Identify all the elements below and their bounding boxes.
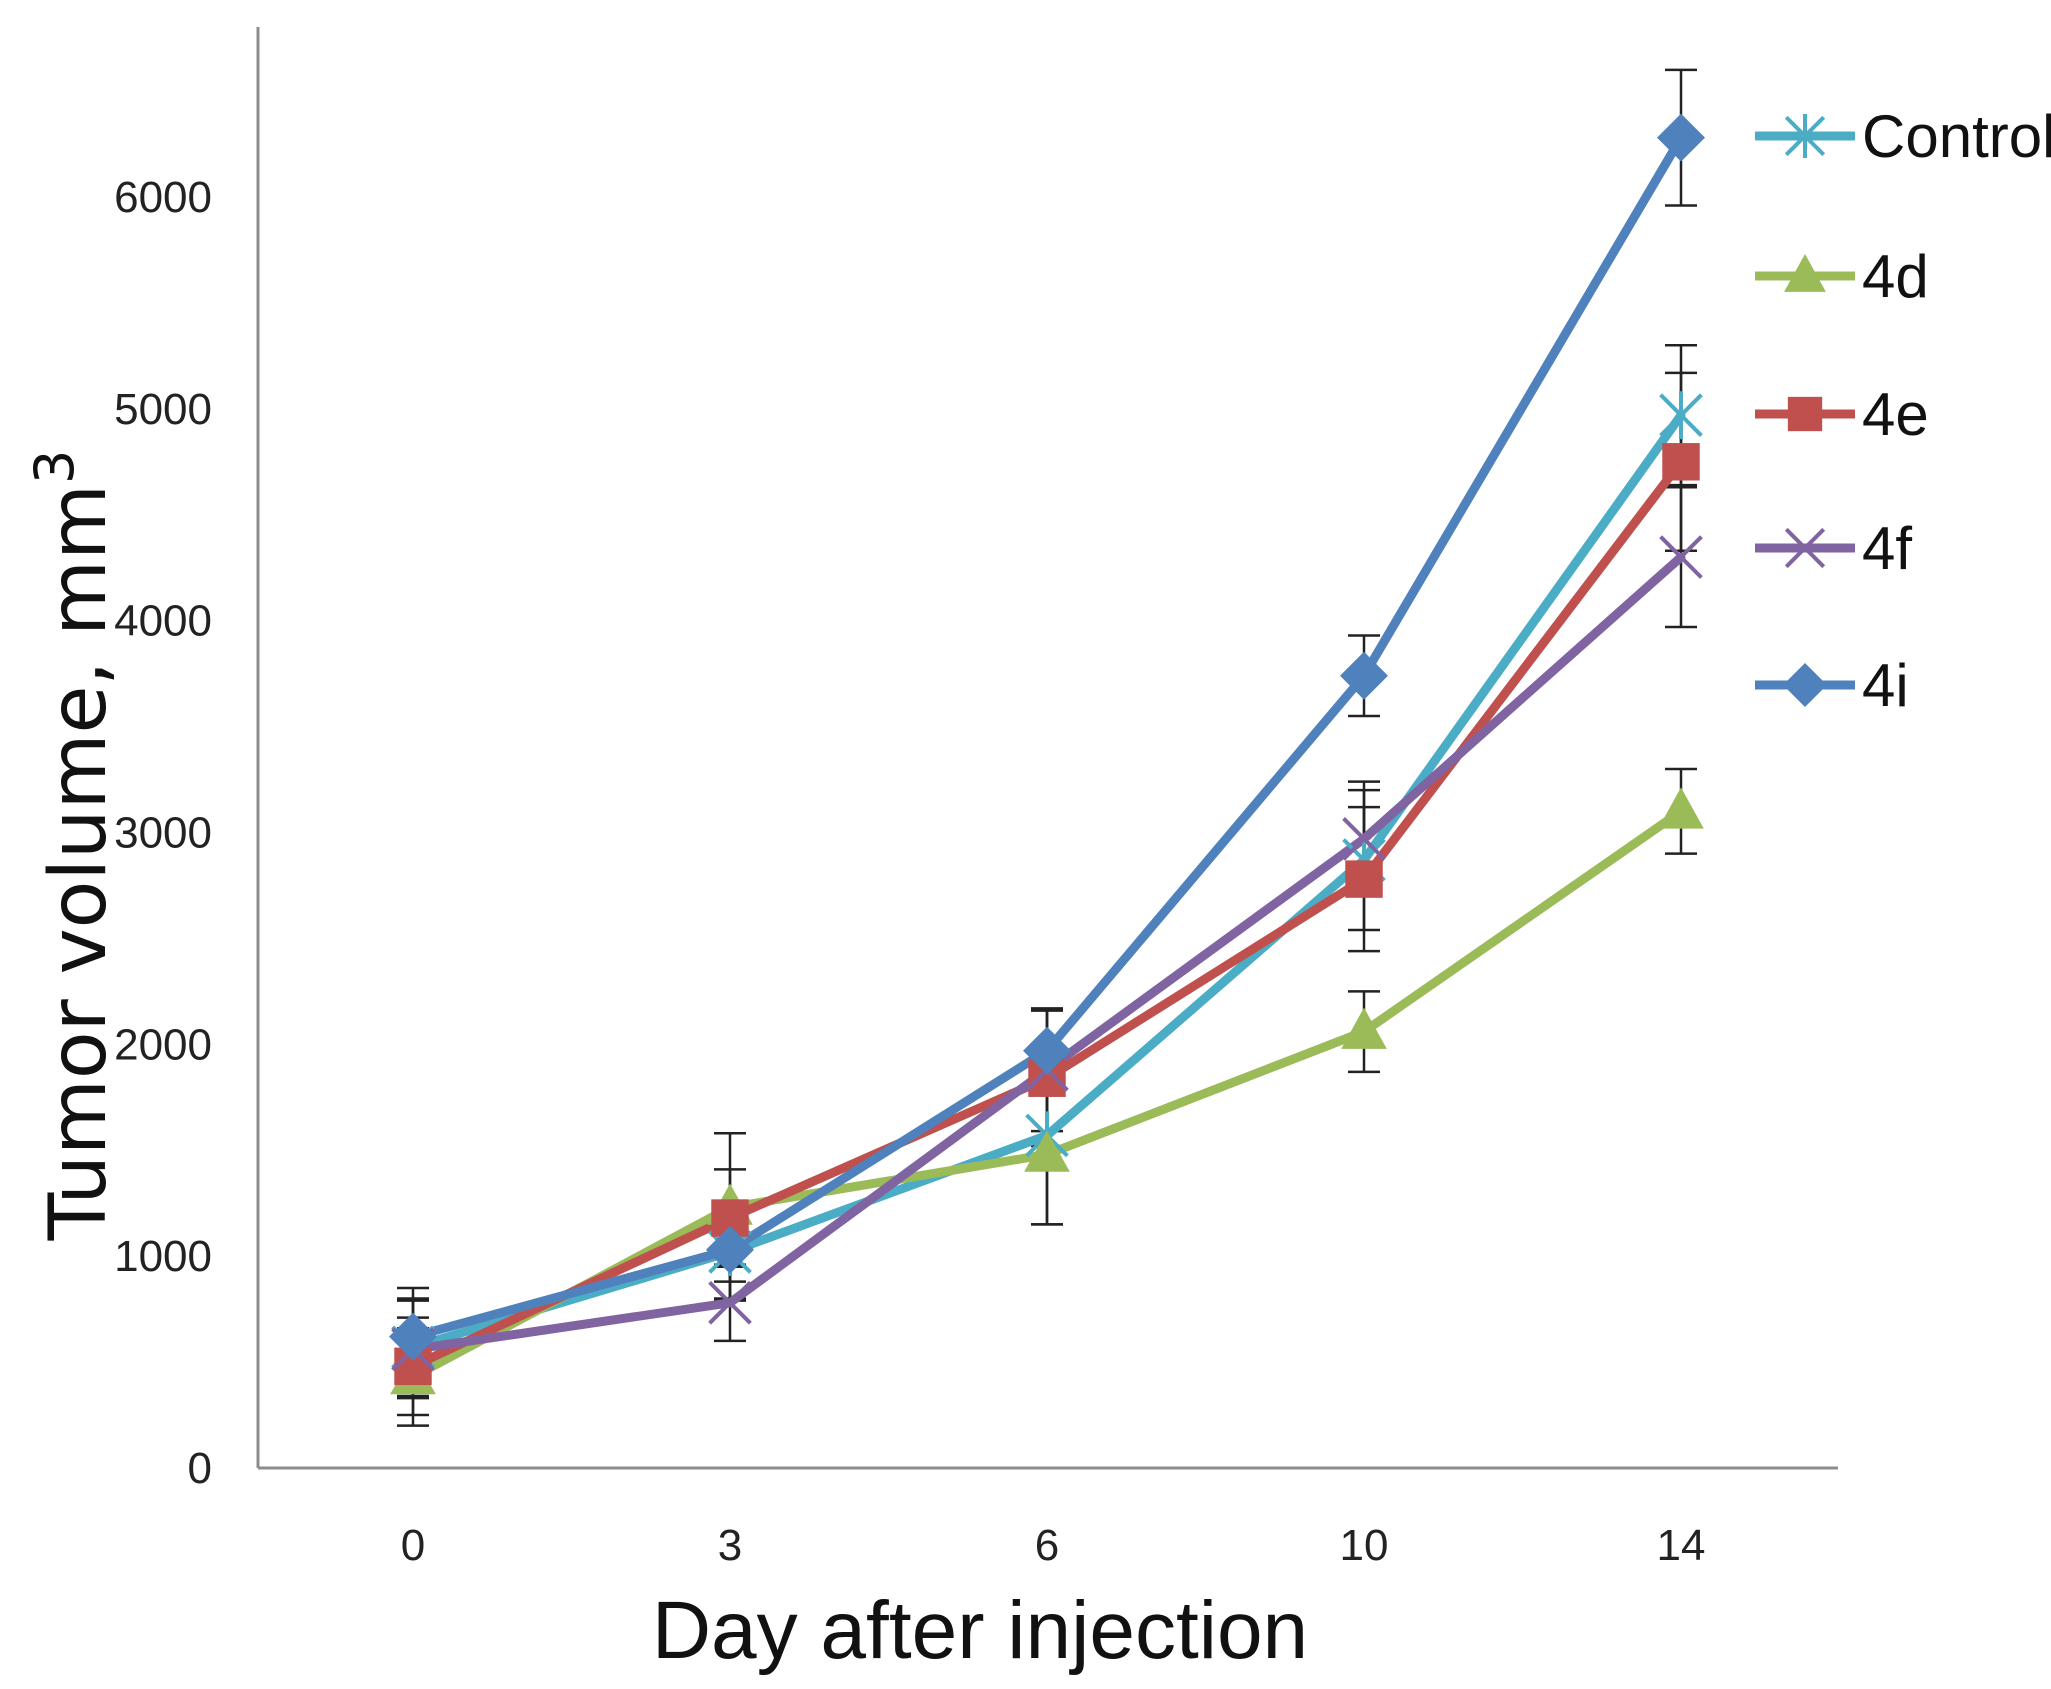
x-tick-label: 0 xyxy=(401,1521,425,1570)
legend-marker xyxy=(1784,254,1826,292)
series-markers xyxy=(389,113,1705,1395)
x-axis-title: Day after injection xyxy=(652,1585,1308,1676)
y-tick-labels: 0 1000 2000 3000 4000 5000 6000 xyxy=(114,173,212,1493)
marker-4i xyxy=(389,1312,437,1361)
axes xyxy=(256,27,1838,1470)
y-tick-label: 6000 xyxy=(114,173,212,222)
y-tick-label: 1000 xyxy=(114,1232,212,1281)
marker-4d xyxy=(1341,1007,1387,1049)
x-tick-label: 10 xyxy=(1340,1521,1389,1570)
legend-item-4i: 4i xyxy=(1755,652,1909,719)
y-tick-label: 2000 xyxy=(114,1020,212,1069)
legend-marker xyxy=(1784,527,1826,569)
series-line-4e xyxy=(408,457,1686,1371)
marker-4d xyxy=(1658,787,1704,829)
legend-item-4e: 4e xyxy=(1755,381,1929,448)
legend-item-control: Control xyxy=(1755,103,2051,170)
marker-4i xyxy=(1023,1026,1071,1075)
x-tick-label: 3 xyxy=(718,1521,742,1570)
legend-label: Control xyxy=(1862,103,2051,170)
marker-4i xyxy=(706,1225,754,1274)
marker-4i xyxy=(1340,651,1388,700)
marker-control xyxy=(1659,391,1703,440)
x-tick-label: 14 xyxy=(1657,1521,1706,1570)
legend-marker xyxy=(1783,663,1827,707)
legend-item-4d: 4d xyxy=(1755,243,1929,310)
marker-4i xyxy=(1657,113,1705,162)
legend-label: 4d xyxy=(1862,243,1929,310)
marker-4e xyxy=(1345,860,1383,898)
legend-marker xyxy=(1784,114,1826,158)
marker-4f xyxy=(1342,817,1386,861)
legend-label: 4i xyxy=(1862,652,1909,719)
x-tick-label: 6 xyxy=(1035,1521,1059,1570)
marker-4f xyxy=(708,1280,752,1325)
y-tick-label: 0 xyxy=(188,1444,212,1493)
legend: Control 4d 4e 4f 4i xyxy=(1755,103,2051,719)
y-axis-title-group: Tumor volume, mm3 xyxy=(23,450,124,1242)
legend-label: 4e xyxy=(1862,381,1929,448)
legend-marker xyxy=(1787,396,1823,432)
marker-4e xyxy=(1662,443,1700,481)
marker-4d xyxy=(1024,1130,1070,1172)
y-tick-label: 4000 xyxy=(114,597,212,646)
legend-label: 4f xyxy=(1862,515,1912,582)
y-axis-title: Tumor volume, mm3 xyxy=(23,450,124,1242)
legend-item-4f: 4f xyxy=(1755,515,1912,582)
y-axis-title-superscript: 3 xyxy=(23,450,86,484)
x-tick-labels: 0 3 6 10 14 xyxy=(401,1521,1706,1570)
marker-4f xyxy=(1659,535,1703,579)
y-tick-label: 3000 xyxy=(114,809,212,858)
y-tick-label: 5000 xyxy=(114,385,212,434)
y-axis-title-main: Tumor volume, mm xyxy=(34,484,124,1241)
error-bars xyxy=(397,68,1697,1427)
